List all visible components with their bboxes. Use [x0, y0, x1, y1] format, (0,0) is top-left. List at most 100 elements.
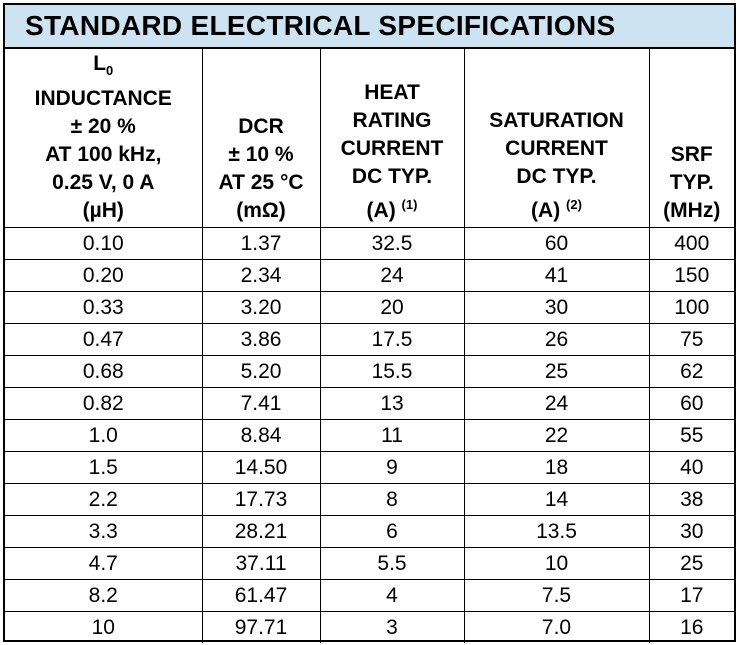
inductance-cell: 0.47 — [5, 323, 203, 356]
dcr-cell: 28.21 — [201, 515, 321, 548]
header-line: AT 100 kHz, — [45, 143, 162, 166]
inductance-cell: 4.7 — [5, 547, 203, 580]
srf-cell: 17 — [648, 579, 734, 612]
header-dcr: DCR ± 10 % AT 25 °C (mΩ) — [201, 49, 321, 228]
table-row: 10 97.71 3 7.0 16 — [5, 611, 734, 643]
header-row: L0 INDUCTANCE ± 20 % AT 100 kHz, 0.25 V,… — [5, 49, 734, 228]
footnote-ref-2: (2) — [566, 197, 582, 212]
header-line: ± 10 % — [228, 143, 294, 166]
saturation-current-cell: 14 — [463, 483, 650, 516]
spec-table-body: 0.10 1.37 32.5 60 400 0.20 2.34 24 41 150 0.33 3.20… — [5, 227, 734, 643]
table-row: 2.2 17.73 8 14 38 — [5, 483, 734, 516]
saturation-current-cell: 41 — [463, 259, 650, 292]
heat-current-cell: 20 — [319, 291, 465, 324]
saturation-current-cell: 30 — [463, 291, 650, 324]
dcr-cell: 1.37 — [201, 227, 321, 260]
inductance-cell: 10 — [5, 611, 203, 643]
dcr-cell: 8.84 — [201, 419, 321, 452]
heat-current-cell: 13 — [319, 387, 465, 420]
table-row: 0.82 7.41 13 24 60 — [5, 387, 734, 420]
inductance-cell: 3.3 — [5, 515, 203, 548]
header-line: (mΩ) — [236, 199, 286, 222]
dcr-cell: 2.34 — [201, 259, 321, 292]
header-line: SATURATION — [489, 109, 624, 132]
header-line: HEAT — [364, 81, 420, 104]
dcr-cell: 97.71 — [201, 611, 321, 643]
table-row: 8.2 61.47 4 7.5 17 — [5, 579, 734, 612]
saturation-current-cell: 25 — [463, 355, 650, 388]
heat-current-cell: 17.5 — [319, 323, 465, 356]
heat-current-cell: 5.5 — [319, 547, 465, 580]
saturation-current-cell: 22 — [463, 419, 650, 452]
dcr-cell: 7.41 — [201, 387, 321, 420]
srf-cell: 55 — [648, 419, 734, 452]
heat-current-cell: 15.5 — [319, 355, 465, 388]
srf-cell: 40 — [648, 451, 734, 484]
table-row: 0.10 1.37 32.5 60 400 — [5, 227, 734, 260]
heat-current-cell: 11 — [319, 419, 465, 452]
srf-cell: 100 — [648, 291, 734, 324]
table-row: 0.47 3.86 17.5 26 75 — [5, 323, 734, 356]
header-srf: SRF TYP. (MHz) — [648, 49, 734, 228]
dcr-cell: 17.73 — [201, 483, 321, 516]
inductance-cell: 2.2 — [5, 483, 203, 516]
table-row: 0.33 3.20 20 30 100 — [5, 291, 734, 324]
heat-current-cell: 24 — [319, 259, 465, 292]
header-line: DC TYP. — [351, 165, 433, 188]
header-line: CURRENT — [340, 137, 444, 160]
header-inductance: L0 INDUCTANCE ± 20 % AT 100 kHz, 0.25 V,… — [5, 49, 203, 228]
inductance-cell: 8.2 — [5, 579, 203, 612]
inductance-symbol: L — [93, 51, 107, 75]
header-line: TYP. — [669, 171, 714, 194]
srf-cell: 150 — [648, 259, 734, 292]
header-line: 0.25 V, 0 A — [52, 171, 155, 194]
inductance-cell: 0.10 — [5, 227, 203, 260]
spec-table-frame: STANDARD ELECTRICAL SPECIFICATIONS L0 IN… — [3, 3, 736, 643]
table-title: STANDARD ELECTRICAL SPECIFICATIONS — [5, 5, 734, 49]
table-row: 0.68 5.20 15.5 25 62 — [5, 355, 734, 388]
heat-current-cell: 8 — [319, 483, 465, 516]
inductance-subscript: 0 — [106, 63, 114, 78]
table-row: 3.3 28.21 6 13.5 30 — [5, 515, 734, 548]
heat-current-cell: 9 — [319, 451, 465, 484]
saturation-current-cell: 24 — [463, 387, 650, 420]
dcr-cell: 3.86 — [201, 323, 321, 356]
srf-cell: 38 — [648, 483, 734, 516]
dcr-cell: 3.20 — [201, 291, 321, 324]
saturation-current-cell: 7.0 — [463, 611, 650, 643]
srf-cell: 75 — [648, 323, 734, 356]
table-row: 4.7 37.11 5.5 10 25 — [5, 547, 734, 580]
table-row: 1.0 8.84 11 22 55 — [5, 419, 734, 452]
srf-cell: 60 — [648, 387, 734, 420]
saturation-current-cell: 18 — [463, 451, 650, 484]
saturation-current-cell: 7.5 — [463, 579, 650, 612]
srf-cell: 25 — [648, 547, 734, 580]
header-line: DCR — [238, 115, 284, 138]
srf-cell: 62 — [648, 355, 734, 388]
heat-current-cell: 4 — [319, 579, 465, 612]
spec-table: L0 INDUCTANCE ± 20 % AT 100 kHz, 0.25 V,… — [5, 49, 734, 643]
header-saturation-current: SATURATION CURRENT DC TYP. (A) (2) — [463, 49, 650, 228]
footnote-ref-1: (1) — [401, 197, 418, 212]
inductance-cell: 1.0 — [5, 419, 203, 452]
dcr-cell: 37.11 — [201, 547, 321, 580]
inductance-cell: 0.68 — [5, 355, 203, 388]
header-line: INDUCTANCE — [34, 87, 172, 110]
inductance-cell: 0.20 — [5, 259, 203, 292]
srf-cell: 400 — [648, 227, 734, 260]
dcr-cell: 5.20 — [201, 355, 321, 388]
saturation-current-cell: 60 — [463, 227, 650, 260]
table-row: 0.20 2.34 24 41 150 — [5, 259, 734, 292]
saturation-current-cell: 10 — [463, 547, 650, 580]
heat-current-cell: 3 — [319, 611, 465, 643]
saturation-unit: (A) — [531, 199, 561, 222]
heat-current-cell: 32.5 — [319, 227, 465, 260]
table-row: 1.5 14.50 9 18 40 — [5, 451, 734, 484]
inductance-cell: 0.82 — [5, 387, 203, 420]
header-line: AT 25 °C — [218, 171, 304, 194]
heat-current-cell: 6 — [319, 515, 465, 548]
saturation-current-cell: 26 — [463, 323, 650, 356]
dcr-cell: 14.50 — [201, 451, 321, 484]
inductance-cell: 1.5 — [5, 451, 203, 484]
saturation-current-cell: 13.5 — [463, 515, 650, 548]
